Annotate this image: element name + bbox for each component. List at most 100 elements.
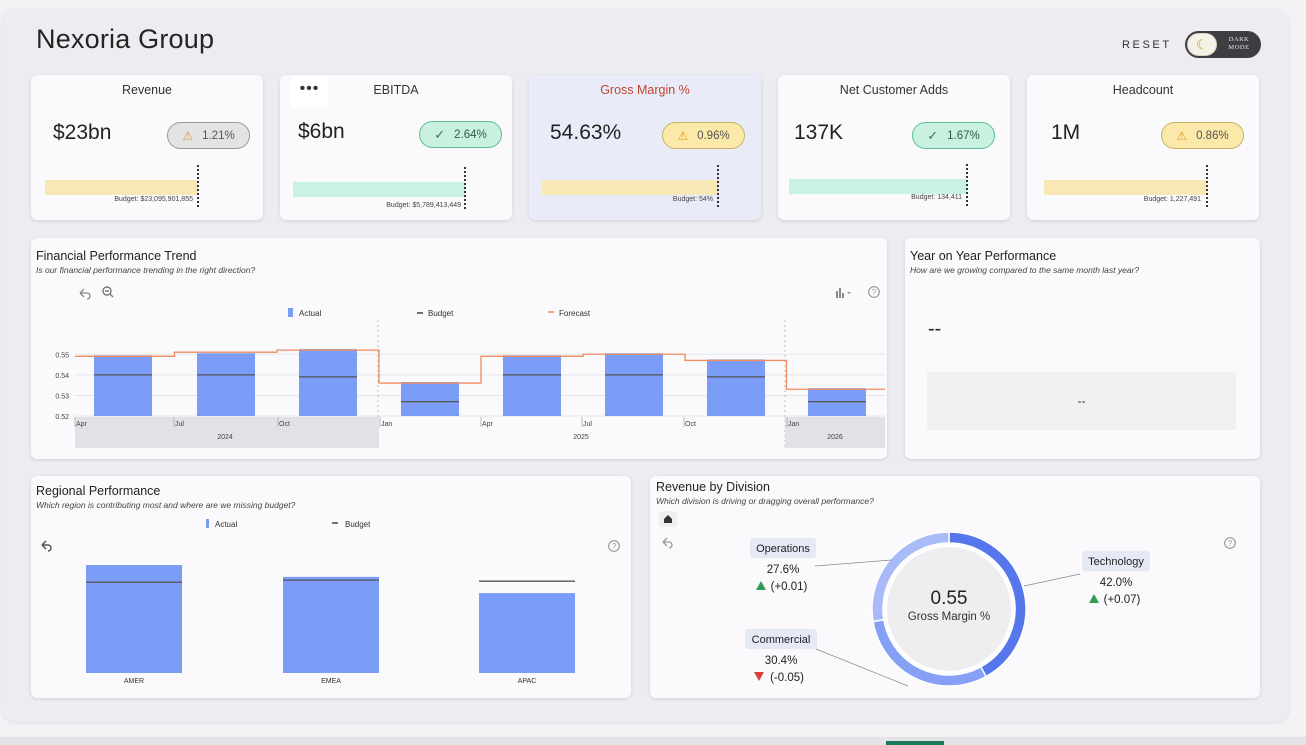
yoy-title: Year on Year Performance <box>910 249 1057 263</box>
kpi-value: 137K <box>794 121 844 144</box>
kpi-card-net-customer-adds[interactable]: Net Customer Adds 137K ✓ 1.67% Budget: 13… <box>778 75 1010 220</box>
trend-title: Financial Performance Trend <box>36 249 197 263</box>
zoom-out-icon[interactable] <box>102 286 114 298</box>
callout-leader <box>1023 573 1081 587</box>
actual-bar <box>197 353 255 416</box>
home-icon[interactable] <box>659 511 677 527</box>
active-page-tab[interactable] <box>886 741 944 745</box>
kpi-card-headcount[interactable]: Headcount 1M ⚠ 0.86% Budget: 1,227,491 <box>1027 75 1259 220</box>
callout-tag <box>750 538 816 558</box>
chart-type-icon[interactable] <box>836 288 851 298</box>
budget-progress-bar <box>293 182 465 197</box>
status-badge: ⚠ 0.96% <box>662 122 745 149</box>
callout-share: 30.4% <box>765 655 798 667</box>
donut-slice-operations <box>871 531 950 623</box>
up-arrow-icon <box>1089 594 1099 603</box>
actual-bar <box>283 576 379 673</box>
callout-name: Operations <box>756 543 810 555</box>
status-badge: ⚠ 1.21% <box>167 122 250 149</box>
kpi-title: EBITDA <box>373 83 419 97</box>
x-tick-label: Jul <box>583 421 592 428</box>
budget-label: Budget: 1,227,491 <box>1143 196 1201 203</box>
warning-icon: ⚠ <box>677 128 689 143</box>
division-title: Revenue by Division <box>656 480 770 494</box>
budget-label: Budget: $23,095,901,855 <box>114 196 193 203</box>
category-label: APAC <box>518 678 537 685</box>
status-badge: ✓ 1.67% <box>912 122 995 149</box>
svg-text:?: ? <box>612 542 617 551</box>
toggle-label-line1: DARK <box>1228 36 1250 43</box>
budget-label: Budget: 134,411 <box>911 194 962 201</box>
help-icon[interactable]: ? <box>1224 537 1236 549</box>
x-tick-label: Jan <box>788 421 799 428</box>
regional-title: Regional Performance <box>36 484 161 498</box>
y-tick-label: 0.52 <box>55 414 69 421</box>
actual-bar <box>503 355 561 416</box>
kpi-card-revenue[interactable]: Revenue $23bn ⚠ 1.21% Budget: $23,095,901… <box>31 75 263 220</box>
budget-progress-bar <box>1044 180 1207 195</box>
warning-icon: ⚠ <box>182 128 194 143</box>
callout-tag <box>745 629 817 649</box>
actual-bar <box>94 355 152 416</box>
kpi-title: Net Customer Adds <box>839 83 949 97</box>
status-badge: ⚠ 0.86% <box>1161 122 1244 149</box>
regional-subtitle: Which region is contributing most and wh… <box>36 500 296 510</box>
x-tick-label: Oct <box>685 421 696 428</box>
budget-progress-bar <box>45 180 198 195</box>
chart-legend: Actual Budget <box>206 519 371 529</box>
regional-chart: ? Actual Budget AMER EMEA APAC <box>41 519 620 685</box>
callout-name: Technology <box>1088 556 1144 568</box>
svg-text:?: ? <box>1228 539 1233 548</box>
budget-progress-bar <box>789 179 967 194</box>
warning-icon: ⚠ <box>1176 128 1188 143</box>
x-tick-label: Oct <box>279 421 290 428</box>
kpi-value: $23bn <box>53 121 112 144</box>
undo-icon[interactable] <box>662 537 673 549</box>
regional-card: Regional Performance Which region is con… <box>31 476 631 698</box>
kpi-card-gross-margin[interactable]: Gross Margin % 54.63% ⚠ 0.96% Budget: 54% <box>529 75 761 220</box>
yoy-placeholder: -- <box>927 372 1236 430</box>
toggle-label-line2: MODE <box>1228 44 1250 51</box>
callout-change: (+0.07) <box>1104 594 1141 606</box>
x-tick-label: Apr <box>76 421 88 428</box>
badge-delta: 0.96% <box>697 129 730 142</box>
kpi-value: 1M <box>1051 121 1081 144</box>
actual-bar <box>479 593 575 673</box>
callout-change: (-0.05) <box>770 672 804 684</box>
legend-label-forecast: Forecast <box>559 309 591 318</box>
help-icon[interactable]: ? <box>608 540 620 552</box>
dark-mode-toggle[interactable]: ☾ DARK MODE <box>1185 31 1261 58</box>
check-icon: ✓ <box>927 127 939 143</box>
budget-marker <box>464 167 466 209</box>
budget-marker <box>966 164 968 206</box>
year-label: 2024 <box>217 434 233 441</box>
budget-label: Budget: 54% <box>672 196 713 203</box>
legend-label-actual: Actual <box>215 520 237 529</box>
undo-icon[interactable] <box>41 540 52 552</box>
help-icon[interactable]: ? <box>868 286 880 298</box>
year-label: 2026 <box>827 434 843 441</box>
chart-legend: Actual Budget Forecast <box>288 308 591 318</box>
bottom-scrollbar[interactable] <box>0 737 1306 745</box>
actual-bar <box>401 382 459 416</box>
x-tick-label: Jul <box>175 421 184 428</box>
donut-center-value: 0.55 <box>931 588 968 609</box>
reset-button[interactable]: RESET <box>1122 39 1172 51</box>
x-axis-band-2026 <box>785 417 885 448</box>
category-label: AMER <box>124 678 144 685</box>
up-arrow-icon <box>756 581 766 590</box>
legend-label-budget: Budget <box>345 520 371 529</box>
callout-change: (+0.01) <box>771 581 808 593</box>
x-tick-label: Jan <box>381 421 392 428</box>
svg-text:?: ? <box>872 288 877 297</box>
check-icon: ✓ <box>434 126 446 142</box>
budget-label: Budget: $5,789,413,449 <box>386 202 461 209</box>
yoy-subtitle: How are we growing compared to the same … <box>910 265 1140 275</box>
trend-card: Financial Performance Trend Is our finan… <box>31 238 887 459</box>
more-options-button[interactable]: ••• <box>291 77 328 108</box>
undo-icon[interactable] <box>79 288 91 300</box>
actual-bar <box>86 565 182 673</box>
budget-marker <box>197 165 199 207</box>
kpi-value: $6bn <box>298 120 345 143</box>
yoy-card: Year on Year Performance How are we grow… <box>905 238 1260 459</box>
